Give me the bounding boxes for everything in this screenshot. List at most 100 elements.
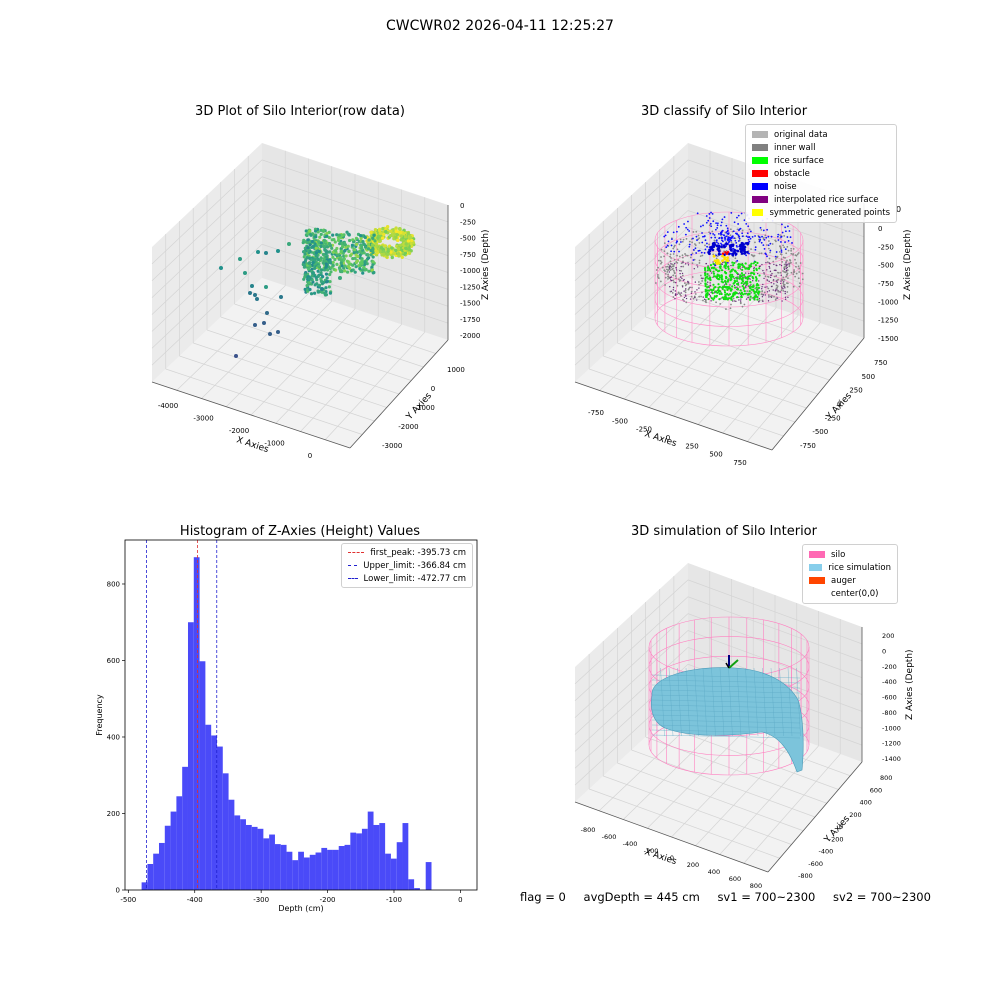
noise-point: [788, 230, 791, 232]
interpolated-point: [700, 277, 703, 279]
data-point: [311, 261, 315, 265]
rice-surface-point: [735, 277, 738, 280]
data-point: [406, 239, 411, 243]
rice-surface-point: [745, 276, 748, 279]
data-point: [392, 251, 397, 256]
rice-surface-point: [756, 295, 759, 299]
rice-surface-point: [707, 277, 710, 280]
inner-wall-point: [691, 262, 694, 265]
noise-point: [767, 244, 770, 247]
inner-wall-point: [794, 275, 797, 278]
noise-point: [714, 228, 717, 231]
data-point: [404, 246, 408, 250]
rice-surface-point: [707, 265, 710, 269]
inner-wall-point: [730, 303, 732, 306]
noise-point: [746, 232, 749, 235]
data-point: [382, 252, 386, 257]
data-point: [307, 261, 311, 265]
inner-wall-point: [690, 290, 693, 293]
interpolated-point: [761, 286, 763, 288]
data-point: [373, 228, 378, 232]
rice-surface-point: [716, 274, 720, 277]
legend-line: [348, 578, 358, 579]
histogram-bar: [193, 557, 200, 890]
interpolated-point: [761, 287, 763, 290]
inner-wall-point: [783, 263, 786, 266]
interpolated-point: [708, 293, 711, 296]
noise-point: [714, 236, 717, 239]
noise-point: [736, 216, 738, 219]
inner-wall-point: [667, 263, 670, 266]
rice-surface-point: [731, 285, 734, 288]
inner-wall-point: [780, 278, 783, 281]
inner-wall-point: [698, 259, 701, 262]
inner-wall-point: [688, 240, 691, 243]
noise-point: [688, 230, 691, 232]
inner-wall-point: [667, 275, 670, 278]
symmetric-point: [713, 259, 717, 263]
inner-wall-point: [779, 246, 782, 249]
inner-wall-point: [678, 280, 681, 282]
noise-point: [703, 252, 706, 254]
rice-surface-point: [728, 286, 731, 289]
x-tick-label: -600: [602, 833, 617, 841]
data-point: [337, 233, 341, 237]
data-point: [396, 238, 400, 243]
inner-wall-point: [678, 243, 681, 246]
noise-point: [706, 245, 708, 248]
noise-point: [735, 241, 738, 244]
interpolated-point: [781, 300, 783, 302]
noise-point: [720, 224, 722, 227]
data-point: [328, 260, 332, 264]
x-tick-label: 800: [750, 882, 762, 890]
rice-surface-point: [736, 288, 740, 291]
data-point: [344, 245, 348, 249]
x-tick-label: -1000: [264, 440, 284, 448]
noise-point: [737, 223, 740, 225]
grid-line: [300, 324, 402, 432]
legend-swatch: [752, 170, 768, 177]
histogram-bar: [315, 852, 322, 890]
inner-wall-point: [787, 277, 789, 280]
data-point: [316, 269, 320, 273]
noise-point: [754, 246, 757, 249]
rice-surface-point: [725, 282, 728, 286]
inner-wall-point: [750, 248, 752, 251]
y-tick-label: 800: [880, 774, 892, 782]
legend-entry: Lower_limit: -472.77 cm: [348, 572, 466, 585]
noise-point: [690, 253, 693, 256]
data-point: [253, 323, 257, 327]
x-tick-label: -2000: [229, 427, 249, 435]
rice-surface-point: [750, 285, 754, 288]
inner-wall-point: [675, 261, 678, 263]
surface-mesh-line: [719, 667, 725, 737]
data-point: [319, 268, 324, 272]
histogram-bar: [361, 828, 368, 890]
panel1-title: 3D Plot of Silo Interior(row data): [195, 104, 405, 119]
interpolated-point: [747, 296, 749, 299]
noise-point: [733, 248, 737, 252]
inner-wall-point: [786, 269, 789, 272]
interpolated-point: [669, 286, 671, 288]
z-tick-label: -750: [878, 280, 894, 288]
interpolated-point: [774, 269, 777, 271]
rice-surface-point: [738, 265, 741, 268]
interpolated-point: [785, 262, 787, 264]
interpolated-point: [780, 282, 782, 285]
data-point: [390, 246, 394, 250]
interpolated-point: [710, 272, 713, 274]
rice-surface-point: [731, 261, 734, 264]
data-point: [335, 233, 339, 237]
surface-mesh-line: [753, 667, 759, 737]
inner-wall-point: [761, 290, 764, 292]
data-point: [375, 250, 379, 254]
interpolated-point: [772, 279, 775, 281]
inner-wall-point: [687, 288, 690, 291]
panel4-shapes: [648, 616, 810, 776]
noise-point: [769, 249, 772, 252]
data-point: [308, 256, 312, 260]
legend-entry: center(0,0): [809, 587, 891, 600]
x-axis-line: [574, 381, 773, 451]
data-point: [322, 257, 326, 261]
inner-wall-point: [772, 260, 775, 263]
